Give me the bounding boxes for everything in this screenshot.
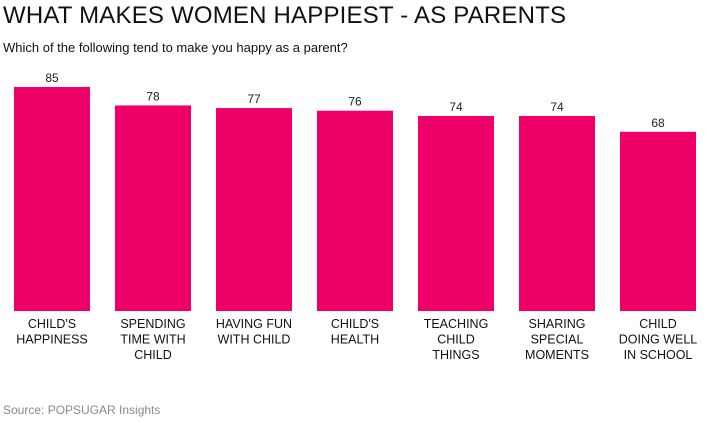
chart-subtitle: Which of the following tend to make you …: [3, 40, 348, 55]
bar-1: [14, 87, 90, 311]
bar-2: [115, 105, 191, 312]
value-label-7: 68: [651, 116, 665, 130]
bar-6: [519, 115, 595, 311]
source-note: Source: POPSUGAR Insights: [3, 403, 161, 417]
bar-7: [620, 131, 696, 311]
value-label-3: 77: [247, 92, 261, 106]
value-label-1: 85: [45, 71, 59, 85]
category-label-2: SPENDING TIME WITH CHILD: [120, 317, 185, 362]
category-label-3: HAVING FUN WITH CHILD: [216, 317, 292, 347]
category-label-5: TEACHING CHILD THINGS: [424, 317, 489, 362]
category-label-1: CHILD'S HAPPINESS: [16, 317, 88, 347]
value-label-4: 76: [348, 95, 362, 109]
bar-chart: 85 CHILD'S HAPPINESS 78 SPENDING TIME WITH CHI…: [14, 71, 698, 362]
bar-5: [418, 115, 494, 311]
value-label-2: 78: [146, 89, 160, 103]
category-label-4: CHILD'S HEALTH: [331, 317, 379, 347]
chart-title: WHAT MAKES WOMEN HAPPIEST - AS PARENTS: [3, 2, 567, 29]
value-label-6: 74: [550, 100, 564, 114]
value-label-5: 74: [449, 100, 463, 114]
bar-3: [216, 108, 292, 311]
bar-4: [317, 110, 393, 311]
category-label-7: CHILD DOING WELL IN SCHOOL: [619, 317, 698, 362]
category-label-6: SHARING SPECIAL MOMENTS: [525, 317, 589, 362]
